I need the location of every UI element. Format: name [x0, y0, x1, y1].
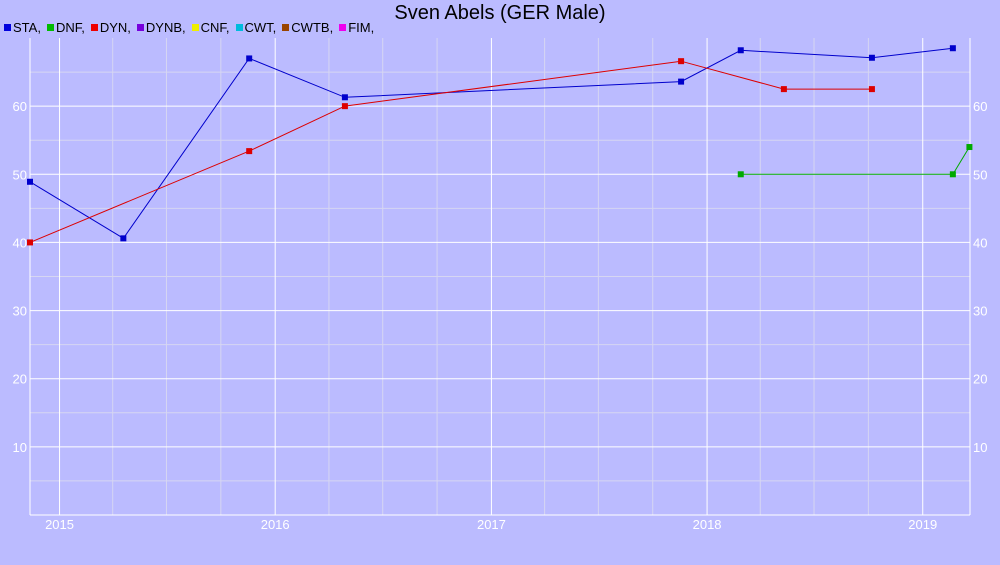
legend-label: STA, [13, 20, 41, 35]
legend-swatch [46, 24, 54, 31]
legend-item: FIM, [339, 20, 374, 35]
legend-label: CNF, [200, 20, 230, 35]
data-point-sta [120, 235, 127, 242]
data-point-dnf [966, 144, 973, 151]
y-tick-label-left: 10 [13, 440, 27, 455]
legend-item: CWTB, [282, 20, 333, 35]
y-tick-label-left: 40 [13, 235, 27, 250]
y-tick-label-left: 50 [13, 167, 27, 182]
y-tick-label-left: 60 [13, 99, 27, 114]
data-point-dnf [737, 171, 744, 178]
y-tick-label-left: 30 [13, 304, 27, 319]
legend-label: CWTB, [291, 20, 334, 35]
legend-swatch [90, 24, 98, 31]
data-point-sta [949, 45, 956, 52]
legend-swatch [136, 24, 144, 31]
data-point-sta [246, 55, 253, 62]
legend-item: STA, [4, 20, 41, 35]
data-point-sta [678, 78, 685, 85]
legend-swatch [282, 24, 290, 31]
data-point-sta [737, 47, 744, 54]
y-tick-label-right: 10 [973, 440, 987, 455]
series-line-dyn [29, 60, 872, 243]
data-point-dyn [780, 86, 787, 93]
data-point-dyn [341, 103, 348, 110]
chart-title: Sven Abels (GER Male) [394, 2, 606, 24]
legend-item: CNF, [191, 20, 230, 35]
legend-item: DYN, [90, 20, 131, 35]
series-line-sta [29, 47, 953, 239]
legend-item: DNF, [46, 20, 85, 35]
x-tick-label: 2018 [693, 517, 722, 532]
legend-swatch [4, 24, 11, 31]
data-point-dyn [246, 148, 253, 155]
legend-label: FIM, [348, 20, 375, 35]
y-tick-label-left: 20 [13, 372, 27, 387]
data-point-dyn [678, 58, 685, 65]
y-tick-label-right: 50 [973, 167, 987, 182]
data-point-dyn [27, 239, 33, 246]
x-tick-label: 2016 [261, 517, 290, 532]
y-tick-label-right: 20 [973, 372, 987, 387]
x-tick-label: 2015 [45, 517, 74, 532]
y-tick-label-right: 60 [973, 99, 987, 114]
legend-label: CWT, [244, 20, 277, 35]
legend-label: DNF, [55, 20, 85, 35]
legend-item: CWT, [235, 20, 277, 35]
legend-swatch [191, 24, 199, 31]
data-point-sta [27, 178, 33, 185]
legend: STA, DNF, DYN, DYNB, CNF, CWT, CWTB, FIM, [4, 20, 380, 35]
legend-item: DYNB, [136, 20, 186, 35]
legend-label: DYN, [99, 20, 131, 35]
x-tick-label: 2019 [908, 517, 937, 532]
data-point-dnf [949, 171, 956, 178]
data-point-sta [868, 54, 875, 61]
legend-swatch [339, 24, 347, 31]
legend-label: DYNB, [145, 20, 186, 35]
y-tick-label-right: 40 [973, 235, 987, 250]
y-tick-label-right: 30 [973, 304, 987, 319]
data-point-sta [341, 94, 348, 101]
legend-swatch [235, 24, 243, 31]
x-tick-label: 2017 [477, 517, 506, 532]
data-point-dyn [868, 86, 875, 93]
